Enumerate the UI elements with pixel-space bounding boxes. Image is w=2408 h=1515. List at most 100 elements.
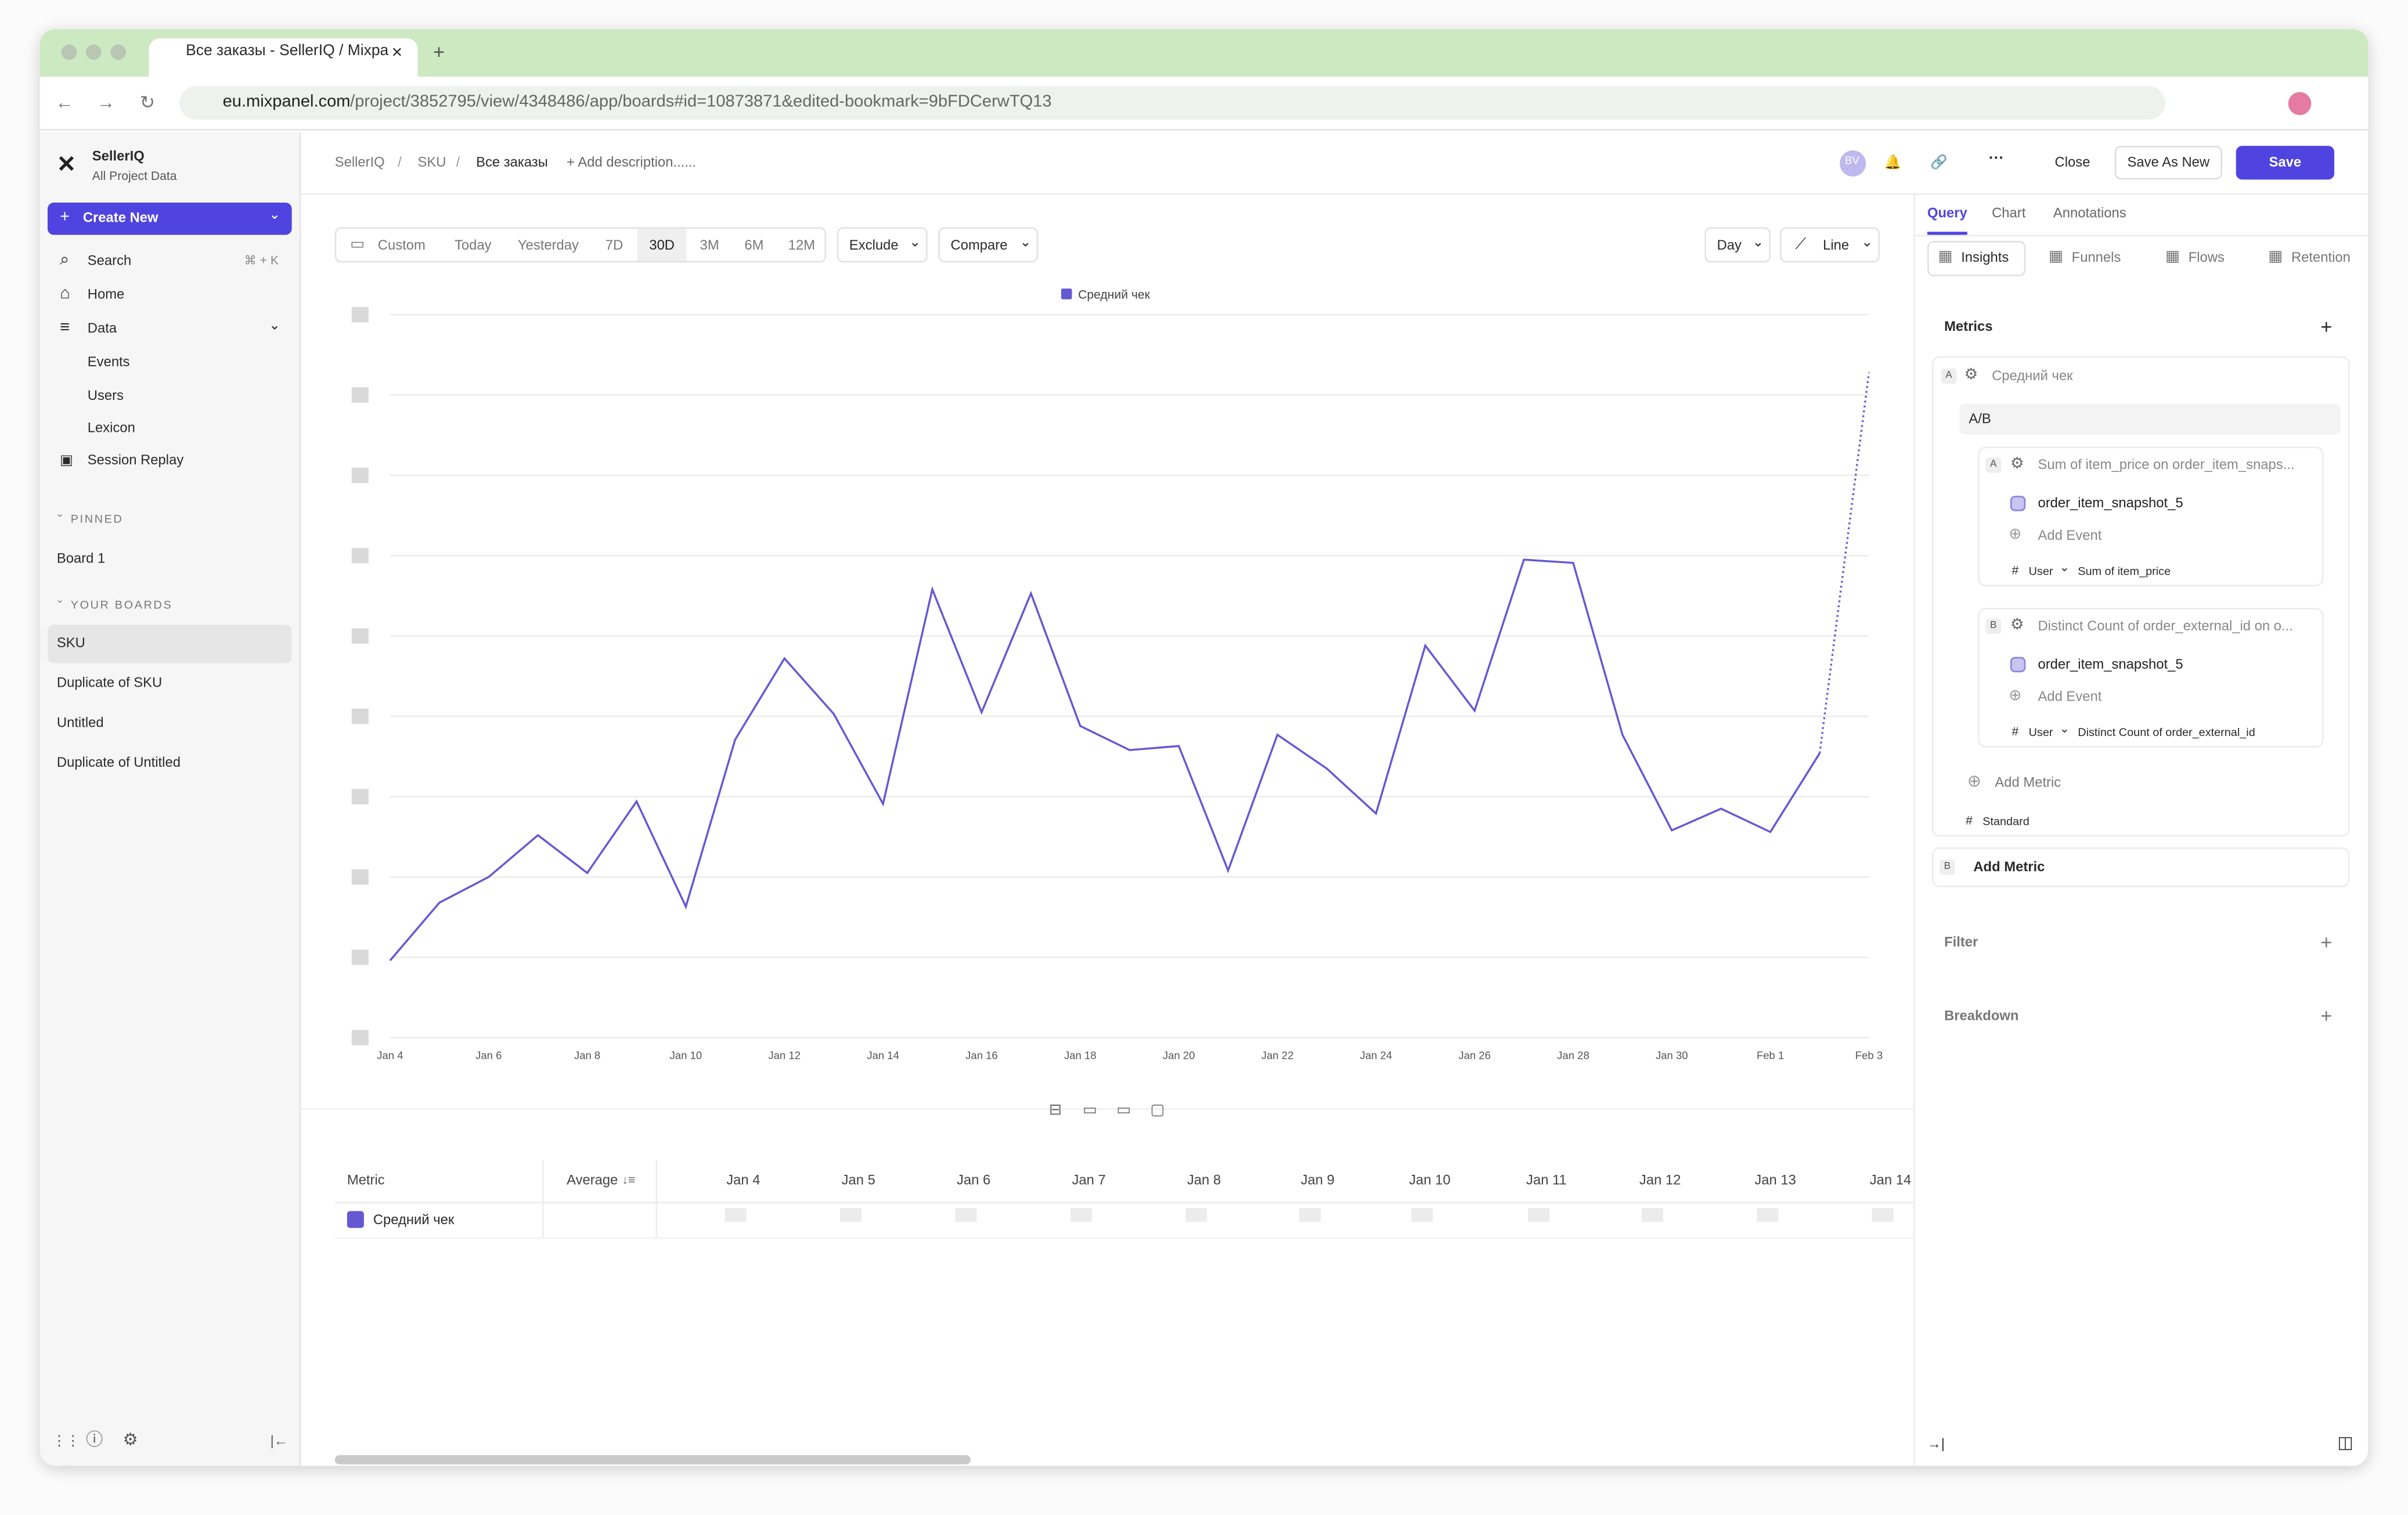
sub-metric-name[interactable]: Distinct Count of order_external_id on o… bbox=[2038, 618, 2293, 634]
add-metric[interactable]: Add Metric bbox=[1995, 774, 2061, 790]
search[interactable]: Search bbox=[87, 252, 132, 268]
event-icon bbox=[2010, 496, 2026, 511]
range-option[interactable]: 30D bbox=[649, 237, 675, 253]
tab[interactable] bbox=[149, 38, 418, 77]
dropdown-label[interactable]: Exclude bbox=[849, 237, 899, 253]
dropdown-label[interactable]: Line bbox=[1823, 237, 1850, 253]
nav-item[interactable]: Lexicon bbox=[87, 420, 135, 435]
range-option[interactable]: 6M bbox=[744, 237, 764, 253]
range-option[interactable]: 7D bbox=[605, 237, 623, 253]
create-new-button[interactable] bbox=[48, 203, 292, 235]
measure[interactable]: Sum of item_price bbox=[2078, 564, 2171, 578]
create-new[interactable]: Create New bbox=[82, 210, 158, 225]
icon: + bbox=[433, 40, 445, 63]
section-heading[interactable]: Breakdown bbox=[1944, 1008, 2019, 1023]
board-link[interactable]: SKU bbox=[56, 634, 85, 651]
save-button[interactable] bbox=[2236, 146, 2335, 180]
icon: ▢ bbox=[1150, 1102, 1165, 1119]
metric-checkbox[interactable] bbox=[347, 1211, 364, 1228]
formula[interactable]: A/B bbox=[1969, 410, 1991, 427]
panel-tab[interactable]: Chart bbox=[1992, 205, 2026, 221]
metric-name[interactable]: Средний чек bbox=[1992, 367, 2073, 384]
add-description[interactable]: + Add description...... bbox=[567, 154, 697, 170]
url-field[interactable] bbox=[179, 86, 2166, 120]
panel-tab[interactable]: Annotations bbox=[2053, 205, 2126, 221]
nav-item[interactable]: Events bbox=[87, 354, 130, 370]
breadcrumb[interactable]: SKU bbox=[417, 154, 446, 170]
dropdown-label[interactable]: Compare bbox=[950, 237, 1008, 253]
nav-item[interactable]: Data bbox=[87, 320, 117, 336]
x-tick-label: Jan 22 bbox=[1261, 1049, 1294, 1062]
selected-board bbox=[48, 625, 292, 663]
y-tick-label-redacted bbox=[351, 628, 369, 644]
letter-badge bbox=[1940, 859, 1955, 875]
dropdown-label[interactable]: Day bbox=[1717, 237, 1742, 253]
window-control[interactable] bbox=[110, 44, 126, 60]
scrollbar[interactable] bbox=[334, 1455, 971, 1464]
board-link[interactable]: Untitled bbox=[56, 715, 104, 730]
letter-badge bbox=[1985, 618, 2001, 634]
board-link[interactable]: Duplicate of Untitled bbox=[56, 754, 181, 770]
report-type[interactable]: Insights bbox=[1961, 249, 2009, 265]
dropdown[interactable] bbox=[938, 227, 1039, 263]
table-header: Jan 12 bbox=[1639, 1172, 1681, 1188]
board-link[interactable]: Board 1 bbox=[56, 550, 106, 566]
icon: 🔗 bbox=[1930, 154, 1948, 170]
y-tick-label-redacted bbox=[351, 387, 369, 403]
table-header: Metric bbox=[347, 1172, 385, 1188]
range-option[interactable]: Yesterday bbox=[517, 237, 579, 253]
letter-badge bbox=[1941, 368, 1957, 384]
x-tick-label: Jan 4 bbox=[377, 1049, 403, 1062]
measure-scope[interactable]: User bbox=[2028, 725, 2053, 740]
measure[interactable]: Distinct Count of order_external_id bbox=[2078, 725, 2255, 740]
measure-scope[interactable]: User bbox=[2028, 564, 2053, 578]
window-control[interactable] bbox=[61, 44, 77, 60]
table-line bbox=[334, 1202, 1914, 1204]
event-name[interactable]: order_item_snapshot_5 bbox=[2038, 656, 2183, 672]
save-as-new[interactable]: Save As New bbox=[2127, 154, 2210, 170]
letter-badge-text: A bbox=[1945, 370, 1952, 381]
dropdown[interactable] bbox=[1704, 227, 1771, 263]
metric-card[interactable] bbox=[1931, 847, 2350, 888]
icon: ⚙ bbox=[1964, 367, 1978, 384]
nav-item[interactable]: Home bbox=[87, 286, 125, 302]
icon: ▭ bbox=[1083, 1102, 1098, 1119]
add-event[interactable]: Add Event bbox=[2038, 688, 2102, 704]
report-type[interactable]: Funnels bbox=[2071, 249, 2121, 265]
nav-item[interactable]: Session Replay bbox=[87, 452, 184, 468]
sub-metric-name[interactable]: Sum of item_price on order_item_snaps... bbox=[2038, 456, 2295, 472]
cell-redacted bbox=[1528, 1208, 1550, 1222]
range-option[interactable]: 3M bbox=[700, 237, 719, 253]
chart-divider bbox=[301, 1108, 1914, 1110]
breadcrumb[interactable]: SellerIQ bbox=[334, 154, 385, 170]
icon: ⚙ bbox=[122, 1431, 138, 1450]
tab-bar bbox=[39, 29, 2369, 77]
range-option[interactable]: Custom bbox=[377, 237, 426, 253]
report-type[interactable]: Flows bbox=[2188, 249, 2225, 265]
report-type[interactable]: Retention bbox=[2291, 249, 2351, 265]
icon: ▦ bbox=[2165, 248, 2180, 266]
icon: / bbox=[398, 154, 402, 170]
panel-tab[interactable]: Query bbox=[1927, 205, 1967, 221]
table-header[interactable]: Average bbox=[567, 1172, 618, 1188]
range-option[interactable]: Today bbox=[455, 237, 492, 253]
save[interactable]: Save bbox=[2269, 154, 2302, 170]
section-heading: PINNED bbox=[70, 511, 124, 526]
section-heading[interactable]: Filter bbox=[1944, 934, 1978, 950]
letter-badge-text: B bbox=[1944, 861, 1951, 872]
y-tick-label-redacted bbox=[351, 869, 369, 885]
add-event[interactable]: Add Event bbox=[2038, 527, 2102, 543]
close-button[interactable]: Close bbox=[2054, 154, 2090, 170]
number-format[interactable]: Standard bbox=[1982, 814, 2030, 828]
save-as-new-button[interactable] bbox=[2114, 146, 2222, 180]
board-link[interactable]: Duplicate of SKU bbox=[56, 674, 163, 690]
icon: →| bbox=[1927, 1436, 1945, 1452]
range-option[interactable]: 12M bbox=[788, 237, 816, 253]
dropdown[interactable] bbox=[837, 227, 928, 263]
nav-item[interactable]: Users bbox=[87, 387, 124, 403]
table-header: Jan 13 bbox=[1754, 1172, 1796, 1188]
add-metric[interactable]: Add Metric bbox=[1973, 858, 2045, 875]
dropdown[interactable] bbox=[1780, 227, 1880, 263]
window-control[interactable] bbox=[86, 44, 102, 60]
event-name[interactable]: order_item_snapshot_5 bbox=[2038, 495, 2183, 511]
